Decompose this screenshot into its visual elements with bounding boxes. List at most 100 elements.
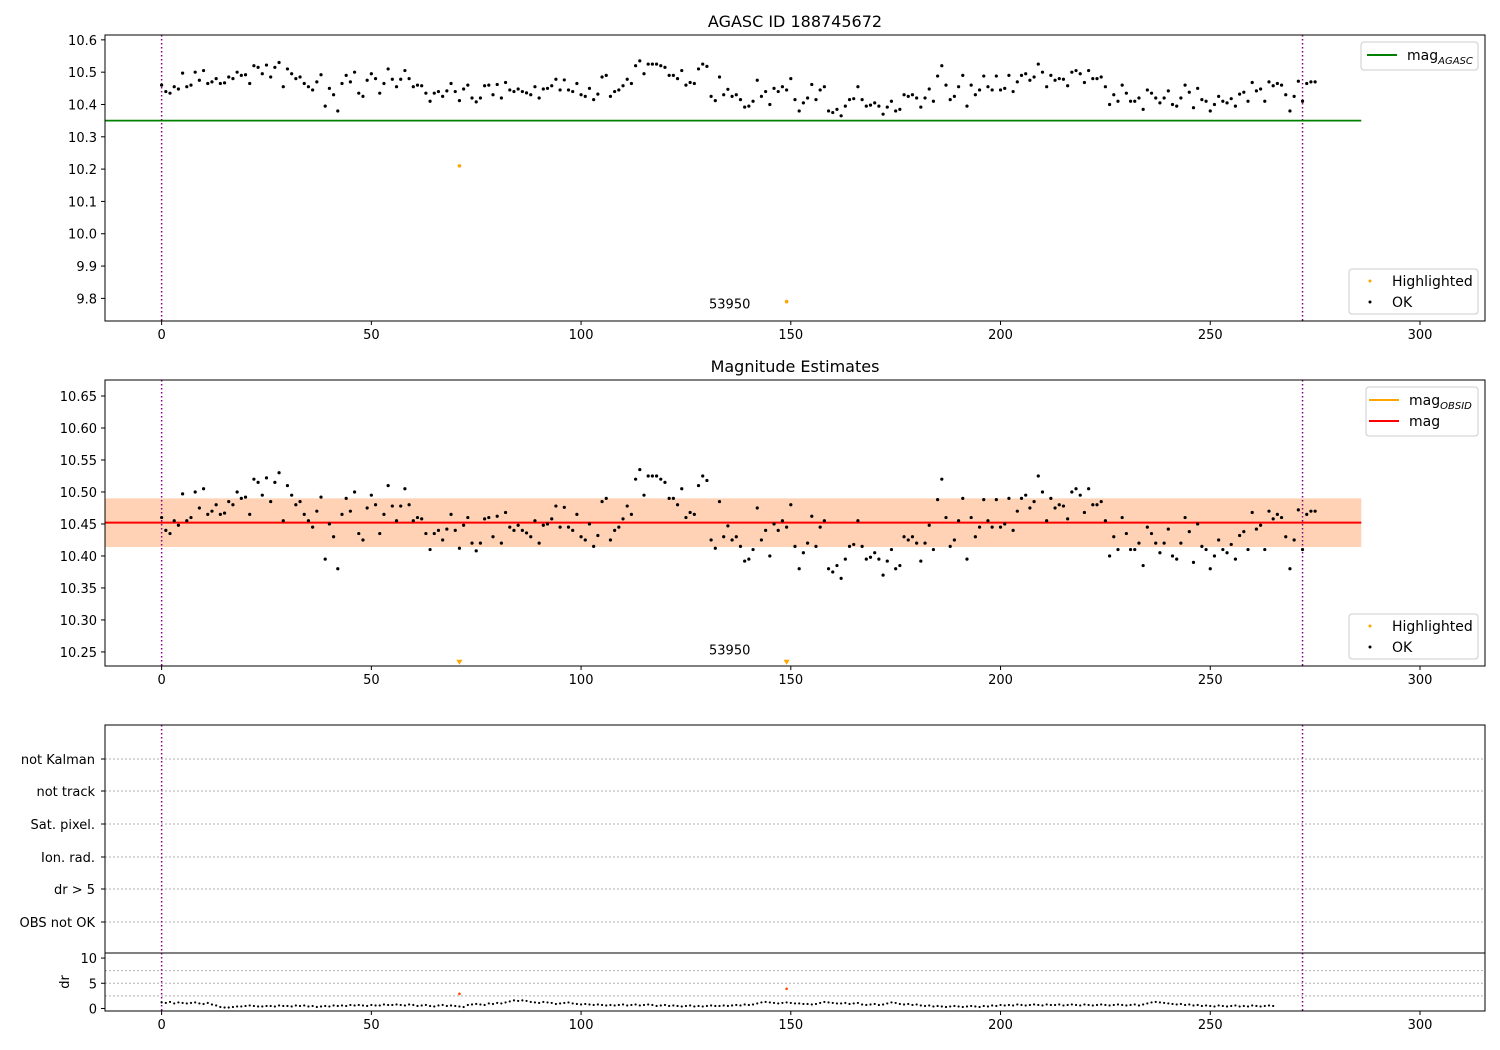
ok-point <box>566 525 571 529</box>
ok-point <box>1179 541 1183 545</box>
ok-point <box>499 541 503 545</box>
dr-point <box>1242 1004 1245 1008</box>
x-tick-label: 100 <box>569 1018 594 1033</box>
ok-point <box>956 519 961 523</box>
ok-point <box>1200 98 1204 102</box>
ok-point <box>894 109 898 113</box>
dr-point <box>1003 1004 1006 1007</box>
ok-point <box>634 64 638 68</box>
ok-point <box>491 93 495 97</box>
dr-point <box>1167 1002 1170 1005</box>
ok-point <box>1238 92 1242 96</box>
dr-point <box>252 1004 256 1008</box>
axes-frame <box>104 952 1486 1012</box>
ok-point <box>357 91 361 95</box>
ok-point <box>499 96 503 100</box>
dr-point <box>1225 1005 1229 1008</box>
dr-point <box>672 1004 675 1007</box>
ok-point <box>856 519 860 523</box>
ok-point <box>399 504 403 508</box>
ok-point <box>1175 104 1179 108</box>
dr-point <box>785 1001 788 1004</box>
dr-point <box>1154 1000 1157 1004</box>
ok-point <box>1074 68 1078 73</box>
ok-point <box>176 87 181 91</box>
ok-point <box>1179 96 1183 100</box>
dr-point <box>680 1005 683 1008</box>
ok-point <box>449 512 453 516</box>
highlighted-offscale-marker <box>456 659 463 665</box>
dr-point <box>277 1004 281 1007</box>
ok-point <box>1217 94 1221 99</box>
ok-point <box>877 104 881 108</box>
dr-point <box>542 1000 545 1004</box>
ok-point <box>650 474 654 478</box>
ok-point <box>273 65 277 69</box>
ok-point <box>688 80 692 85</box>
dr-point <box>701 1005 704 1008</box>
dr-point <box>181 1001 184 1005</box>
ok-point <box>789 503 793 507</box>
ok-point <box>990 88 994 92</box>
ok-point <box>671 73 675 77</box>
ok-point <box>965 104 969 108</box>
dr-point <box>798 1002 801 1005</box>
ok-point <box>701 62 705 66</box>
ok-point <box>797 109 801 113</box>
ok-point <box>1284 93 1288 97</box>
ok-point <box>340 512 344 516</box>
x-tick-label: 200 <box>988 328 1013 343</box>
dr-point <box>705 1004 709 1008</box>
ok-point <box>285 483 290 488</box>
y-tick-label: 10.2 <box>68 163 97 178</box>
dr-point <box>1267 1004 1271 1007</box>
ok-point <box>474 549 478 553</box>
ok-point <box>1028 78 1032 82</box>
x-tick-label: 150 <box>778 328 803 343</box>
dr-point <box>693 1005 696 1008</box>
ok-point <box>747 104 751 108</box>
ok-point <box>1057 503 1061 507</box>
ok-point <box>478 96 483 100</box>
ok-point <box>436 89 441 94</box>
dr-point <box>596 1003 599 1006</box>
ok-point <box>852 97 856 101</box>
dr-point <box>1070 1003 1073 1006</box>
ok-point <box>1309 80 1313 84</box>
dr-point <box>1032 1003 1036 1006</box>
dr-point <box>861 1003 864 1006</box>
ok-point <box>273 480 277 484</box>
ok-point <box>1103 85 1107 89</box>
dr-point <box>710 1004 713 1007</box>
dr-point <box>303 1004 306 1007</box>
ok-point <box>847 98 852 102</box>
ok-point <box>264 63 269 67</box>
ok-point <box>252 477 256 481</box>
ok-point <box>1212 554 1217 558</box>
ok-point <box>1087 68 1091 73</box>
dr-point <box>991 1004 994 1007</box>
ok-point <box>1040 70 1045 74</box>
dr-point <box>831 1001 834 1005</box>
ok-point <box>344 496 348 500</box>
dr-point <box>739 1004 742 1007</box>
ok-point <box>1300 99 1305 103</box>
ok-point <box>390 77 394 81</box>
ok-point <box>197 506 201 510</box>
x-tick-label: 150 <box>778 1018 803 1033</box>
ok-point <box>956 85 961 89</box>
ok-point <box>201 487 206 491</box>
ok-point <box>889 99 894 103</box>
ok-point <box>298 499 302 504</box>
dr-point <box>512 999 516 1002</box>
ok-point <box>805 541 810 545</box>
legend-dot-swatch <box>1368 645 1372 649</box>
ok-point <box>990 525 994 529</box>
dr-point <box>554 1002 558 1006</box>
ok-point <box>625 504 629 508</box>
dr-point <box>655 1004 658 1008</box>
ok-point <box>445 527 449 531</box>
dr-point <box>433 1005 436 1008</box>
ok-point <box>818 525 822 529</box>
ok-point <box>336 567 340 571</box>
